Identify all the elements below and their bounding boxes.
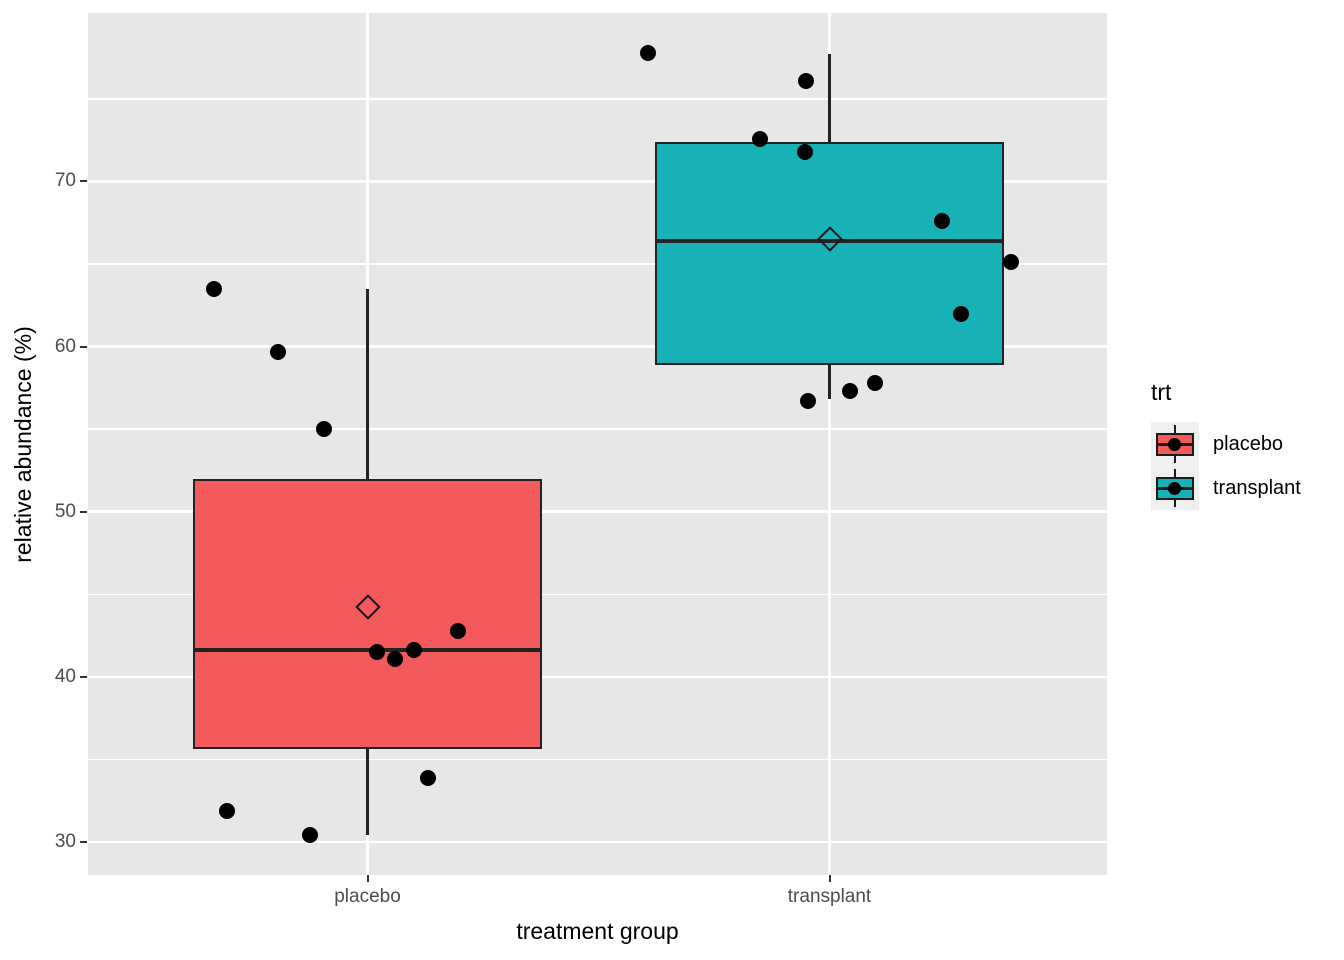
gridline-major-y-50 <box>88 510 1107 513</box>
x-axis-title: treatment group <box>516 918 679 944</box>
legend-entry-placebo: placebo <box>1151 422 1301 466</box>
whisker-upper-transplant <box>828 54 831 142</box>
y-tick-mark-70 <box>80 180 87 183</box>
data-point-placebo <box>301 827 318 844</box>
y-tick-mark-50 <box>80 510 87 513</box>
legend-key-placebo <box>1151 422 1199 466</box>
data-point-placebo <box>315 421 332 438</box>
data-point-placebo <box>205 280 222 297</box>
legend-entries: placebo transplant <box>1151 422 1301 510</box>
data-point-placebo <box>218 802 235 819</box>
data-point-transplant <box>751 130 768 147</box>
data-point-placebo <box>405 642 422 659</box>
box-placebo <box>193 478 542 750</box>
y-axis-title: relative abundance (%) <box>0 13 46 875</box>
gridline-minor-y-35 <box>88 758 1107 761</box>
data-point-placebo <box>368 644 385 661</box>
legend-label-transplant: transplant <box>1213 476 1301 499</box>
y-tick-mark-30 <box>80 840 87 843</box>
plot-panel <box>88 13 1107 875</box>
gridline-major-y-70 <box>88 180 1107 183</box>
geom-layer <box>88 13 1107 875</box>
data-point-placebo <box>449 622 466 639</box>
data-point-transplant <box>952 305 969 322</box>
data-point-transplant <box>797 72 814 89</box>
whisker-lower-placebo <box>366 749 369 836</box>
legend-title: trt <box>1151 379 1172 405</box>
y-tick-label-60: 60 <box>54 335 76 357</box>
legend-key-point-icon <box>1168 482 1181 495</box>
y-tick-label-50: 50 <box>54 500 76 522</box>
data-point-transplant <box>866 374 883 391</box>
x-tick-mark-placebo <box>366 875 369 882</box>
gridline-minor-y-45 <box>88 593 1107 596</box>
x-tick-mark-transplant <box>828 875 831 882</box>
data-point-placebo <box>419 769 436 786</box>
y-tick-mark-60 <box>80 345 87 348</box>
legend: trt placebo transplant <box>1151 379 1301 510</box>
data-point-transplant <box>933 213 950 230</box>
gridline-major-y-30 <box>88 840 1107 844</box>
y-tick-label-70: 70 <box>54 170 76 192</box>
x-tick-label-transplant: transplant <box>787 886 872 907</box>
data-point-transplant <box>796 143 813 160</box>
y-tick-mark-40 <box>80 675 87 678</box>
data-point-transplant <box>1002 254 1019 271</box>
gridline-major-y-60 <box>88 345 1107 348</box>
legend-label-placebo: placebo <box>1213 432 1284 455</box>
gridline-major-x-transplant <box>828 13 831 875</box>
data-point-transplant <box>639 44 656 61</box>
data-point-transplant <box>841 383 858 400</box>
whisker-lower-transplant <box>828 364 831 400</box>
gridline-minor-y-55 <box>88 428 1107 430</box>
legend-key-transplant <box>1151 466 1199 510</box>
legend-key-point-icon <box>1168 438 1181 451</box>
whisker-upper-placebo <box>366 288 369 479</box>
y-axis-title-text: relative abundance (%) <box>9 325 36 563</box>
y-tick-label-30: 30 <box>54 830 76 852</box>
median-placebo <box>193 648 542 653</box>
legend-entry-transplant: transplant <box>1151 466 1301 510</box>
median-transplant <box>655 238 1004 243</box>
data-point-transplant <box>799 393 816 410</box>
data-point-placebo <box>269 343 286 360</box>
gridline-minor-y-65 <box>88 263 1107 265</box>
box-transplant <box>655 141 1004 365</box>
gridline-minor-y-75 <box>88 98 1107 100</box>
gridline-major-y-40 <box>88 675 1107 679</box>
x-tick-label-placebo: placebo <box>334 886 401 907</box>
y-tick-label-40: 40 <box>54 665 76 687</box>
data-point-placebo <box>386 650 403 667</box>
